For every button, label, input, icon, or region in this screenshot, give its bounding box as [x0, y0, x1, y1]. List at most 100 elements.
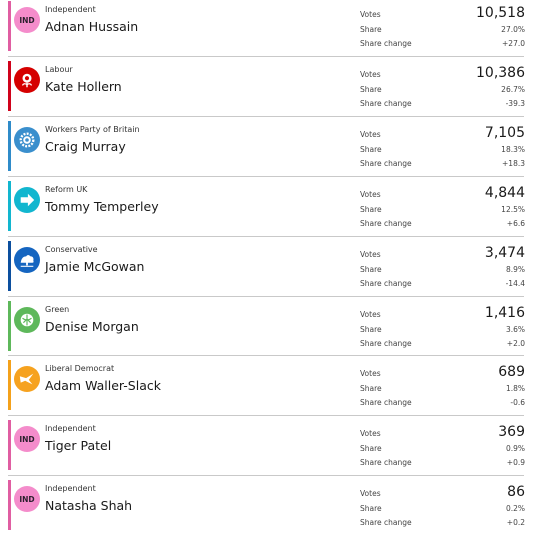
candidate-row: Labour Kate Hollern Votes Share Share change… [0, 61, 540, 120]
row-divider [8, 176, 524, 177]
row-divider [8, 296, 524, 297]
party-color-bar [8, 181, 11, 231]
share-value: 0.2% [505, 504, 525, 513]
candidate-name: Jamie McGowan [45, 259, 145, 274]
share-change-label: Share change [360, 279, 412, 288]
votes-value: 10,518 [476, 5, 525, 21]
share-label: Share [360, 145, 382, 154]
party-name: Independent [45, 5, 96, 14]
party-color-bar [8, 480, 11, 530]
share-label: Share [360, 85, 382, 94]
votes-label: Votes [360, 369, 381, 378]
share-change-value: +0.2 [506, 518, 525, 527]
party-name: Reform UK [45, 185, 88, 194]
party-color-bar [8, 241, 11, 291]
votes-value: 86 [507, 484, 525, 500]
party-color-bar [8, 1, 11, 51]
share-value: 1.8% [505, 384, 525, 393]
libdem-bird-icon [14, 366, 40, 392]
share-change-label: Share change [360, 458, 412, 467]
party-color-bar [8, 61, 11, 111]
party-color-bar [8, 360, 11, 410]
share-change-value: +6.6 [506, 219, 525, 228]
row-divider [8, 355, 524, 356]
share-value: 18.3% [501, 145, 525, 154]
share-label: Share [360, 265, 382, 274]
share-label: Share [360, 504, 382, 513]
share-change-value: +18.3 [502, 159, 525, 168]
party-name: Labour [45, 65, 73, 74]
party-color-bar [8, 121, 11, 171]
share-value: 26.7% [501, 85, 525, 94]
share-label: Share [360, 444, 382, 453]
share-change-label: Share change [360, 518, 412, 527]
row-divider [8, 116, 524, 117]
candidate-row: IND Independent Adnan Hussain Votes Share Sha… [0, 1, 540, 60]
candidate-name: Denise Morgan [45, 319, 139, 334]
share-label: Share [360, 25, 382, 34]
share-label: Share [360, 384, 382, 393]
votes-label: Votes [360, 250, 381, 259]
row-divider [8, 236, 524, 237]
candidate-row: Green Denise Morgan Votes Share Share change… [0, 301, 540, 360]
share-change-value: -39.3 [505, 99, 525, 108]
party-name: Green [45, 305, 70, 314]
share-value: 27.0% [501, 25, 525, 34]
votes-value: 369 [498, 424, 525, 440]
party-name: Conservative [45, 245, 98, 254]
workers-party-cog-icon [14, 127, 40, 153]
independent-icon: IND [14, 7, 40, 33]
labour-rose-icon [14, 67, 40, 93]
candidate-name: Tiger Patel [45, 438, 112, 453]
party-color-bar [8, 301, 11, 351]
reform-arrow-icon [14, 187, 40, 213]
candidate-row: Conservative Jamie McGowan Votes Share Share… [0, 241, 540, 300]
votes-value: 1,416 [484, 305, 525, 321]
candidate-row: Reform UK Tommy Temperley Votes Share Share … [0, 181, 540, 240]
candidate-row: Liberal Democrat Adam Waller-Slack Votes Sh… [0, 360, 540, 419]
votes-value: 10,386 [476, 65, 525, 81]
share-change-label: Share change [360, 339, 412, 348]
share-change-value: +0.9 [506, 458, 525, 467]
candidate-row: Workers Party of Britain Craig Murray Vote… [0, 121, 540, 180]
share-label: Share [360, 325, 382, 334]
independent-icon: IND [14, 486, 40, 512]
share-label: Share [360, 205, 382, 214]
votes-label: Votes [360, 70, 381, 79]
party-name: Workers Party of Britain [45, 125, 140, 134]
votes-label: Votes [360, 310, 381, 319]
row-divider [8, 415, 524, 416]
votes-label: Votes [360, 190, 381, 199]
candidate-name: Tommy Temperley [45, 199, 159, 214]
share-change-label: Share change [360, 219, 412, 228]
party-name: Independent [45, 484, 96, 493]
share-value: 3.6% [505, 325, 525, 334]
votes-value: 4,844 [484, 185, 525, 201]
votes-value: 3,474 [484, 245, 525, 261]
share-value: 12.5% [501, 205, 525, 214]
row-divider [8, 475, 524, 476]
votes-label: Votes [360, 429, 381, 438]
candidate-name: Adnan Hussain [45, 19, 139, 34]
party-color-bar [8, 420, 11, 470]
votes-value: 7,105 [484, 125, 525, 141]
candidate-row: IND Independent Natasha Shah Votes Share Shar… [0, 480, 540, 539]
share-value: 8.9% [505, 265, 525, 274]
votes-value: 689 [498, 364, 525, 380]
votes-label: Votes [360, 10, 381, 19]
candidate-name: Natasha Shah [45, 498, 133, 513]
share-change-label: Share change [360, 39, 412, 48]
share-change-value: -0.6 [510, 398, 525, 407]
share-value: 0.9% [505, 444, 525, 453]
candidate-name: Craig Murray [45, 139, 126, 154]
share-change-label: Share change [360, 99, 412, 108]
share-change-label: Share change [360, 159, 412, 168]
conservative-tree-icon [14, 247, 40, 273]
row-divider [8, 56, 524, 57]
share-change-label: Share change [360, 398, 412, 407]
green-globe-icon [14, 307, 40, 333]
votes-label: Votes [360, 130, 381, 139]
share-change-value: +27.0 [502, 39, 525, 48]
party-name: Independent [45, 424, 96, 433]
